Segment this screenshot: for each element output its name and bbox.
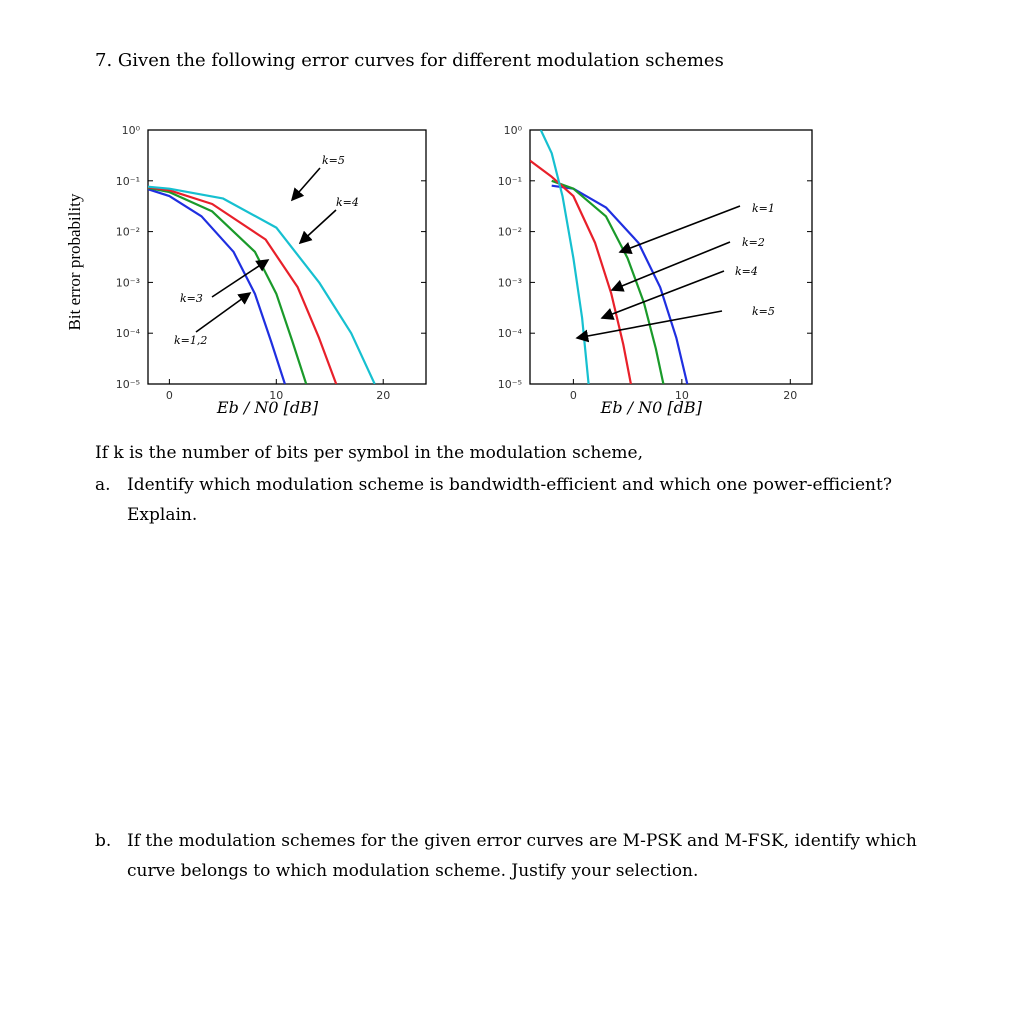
y-tick-label: 10⁻² bbox=[498, 226, 522, 239]
annotation-label: k=3 bbox=[180, 292, 203, 305]
part-a-text: Identify which modulation scheme is band… bbox=[127, 475, 892, 525]
annotation-label: k=4 bbox=[735, 265, 758, 278]
y-tick-label: 10⁻¹ bbox=[498, 175, 522, 188]
annotation-arrow bbox=[298, 209, 337, 245]
y-tick-label: 10⁻² bbox=[116, 226, 140, 239]
annotation-label: k=5 bbox=[322, 154, 345, 167]
annotation-arrow bbox=[575, 310, 723, 343]
y-tick-label: 10⁻⁴ bbox=[498, 327, 523, 340]
series-line-k=5 bbox=[539, 130, 590, 384]
part-a-label: a. bbox=[95, 475, 111, 495]
y-axis-label: Bit error probability bbox=[65, 193, 84, 330]
annotation-label: k=1,2 bbox=[174, 334, 207, 347]
question-title: 7. Given the following error curves for … bbox=[95, 50, 724, 71]
annotation-arrow bbox=[195, 292, 252, 333]
series-line-k=4 bbox=[148, 186, 338, 384]
series-line-k=5 bbox=[148, 185, 376, 384]
x-tick-label: 0 bbox=[166, 389, 173, 402]
y-tick-label: 10⁻¹ bbox=[116, 175, 140, 188]
annotation-label: k=4 bbox=[336, 196, 359, 209]
x-axis-label: Eb / N0 [dB] bbox=[216, 398, 319, 417]
x-tick-label: 10 bbox=[269, 389, 283, 402]
part-b-text: If the modulation schemes for the given … bbox=[127, 831, 917, 881]
plot-frame bbox=[147, 129, 427, 385]
y-tick-label: 10⁻⁵ bbox=[498, 378, 522, 391]
chart-left: 10⁰ 10⁻¹ 10⁻² 10⁻³ 10⁻⁴ 10⁻⁵ 0 10 20 Eb / N0 [dB]… bbox=[65, 124, 427, 417]
part-b-label: b. bbox=[95, 831, 112, 851]
y-tick-label: 10⁻³ bbox=[498, 276, 522, 289]
series-line-k=4 bbox=[530, 159, 632, 384]
x-axis-label: Eb / N0 [dB] bbox=[600, 398, 703, 417]
annotation-label: k=5 bbox=[752, 305, 775, 318]
series-line-k=3 bbox=[148, 186, 308, 384]
annotation-arrow bbox=[610, 241, 731, 292]
error-curves-figure: 10⁰ 10⁻¹ 10⁻² 10⁻³ 10⁻⁴ 10⁻⁵ 0 10 20 Eb / N0 [dB]… bbox=[65, 124, 813, 417]
x-tick-label: 20 bbox=[376, 389, 390, 402]
x-tick-label: 10 bbox=[675, 389, 689, 402]
annotation-arrow bbox=[600, 270, 725, 320]
annotation-arrow bbox=[290, 167, 321, 202]
y-tick-label: 10⁰ bbox=[504, 124, 523, 137]
plot-frame bbox=[529, 129, 813, 385]
series-line-k=1,2 bbox=[148, 188, 286, 384]
annotation-arrow bbox=[211, 259, 270, 298]
annotation-arrow bbox=[618, 205, 741, 254]
x-tick-label: 0 bbox=[570, 389, 577, 402]
annotation-label: k=1 bbox=[752, 202, 775, 215]
series-line-k=2 bbox=[551, 179, 665, 384]
y-tick-label: 10⁻⁵ bbox=[116, 378, 140, 391]
question-intro: If k is the number of bits per symbol in… bbox=[95, 443, 643, 463]
annotation-label: k=2 bbox=[742, 236, 765, 249]
chart-right: 10⁰ 10⁻¹ 10⁻² 10⁻³ 10⁻⁴ 10⁻⁵ 0 10 20 Eb / N0 [dB]… bbox=[498, 124, 813, 417]
y-tick-label: 10⁻⁴ bbox=[116, 327, 141, 340]
y-tick-label: 10⁰ bbox=[122, 124, 141, 137]
x-tick-label: 20 bbox=[783, 389, 797, 402]
y-tick-label: 10⁻³ bbox=[116, 276, 140, 289]
series-line-k=1 bbox=[551, 184, 689, 384]
